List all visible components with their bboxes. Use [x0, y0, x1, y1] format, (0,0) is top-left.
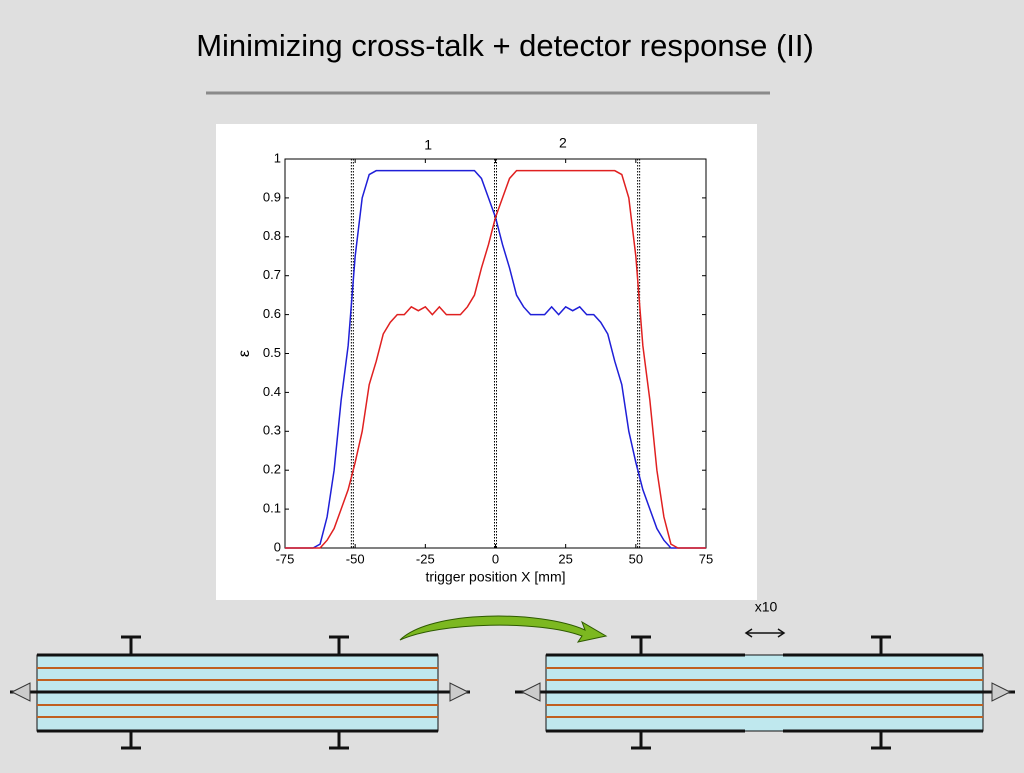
x-axis-label: trigger position X [mm] [425, 569, 565, 585]
detector-right: x10 [515, 599, 1015, 750]
x-tick-label: 25 [558, 551, 572, 566]
y-tick-label: 0.7 [263, 267, 281, 282]
y-axis-label: ε [236, 350, 253, 357]
x-tick-label: 50 [629, 551, 643, 566]
y-tick-label: 1 [274, 150, 281, 165]
y-tick-label: 0 [274, 539, 281, 554]
x-tick-label: -25 [416, 551, 435, 566]
y-tick-label: 0.1 [263, 501, 281, 516]
x-tick-label: -50 [346, 551, 365, 566]
x-tick-label: 75 [699, 551, 713, 566]
detector-left [10, 635, 470, 750]
annotation: 2 [559, 135, 567, 151]
transition-arrow [399, 615, 608, 643]
chart: 0 0.1 0.2 0.3 0.4 0.5 0.6 0.7 0.8 0.9 1 -75 -50 -25 0 2… [236, 135, 713, 585]
y-tick-label: 0.2 [263, 462, 281, 477]
gap-label: x10 [755, 599, 778, 615]
annotation: 1 [424, 137, 432, 153]
y-tick-label: 0.4 [263, 384, 281, 399]
y-tick-label: 0.8 [263, 228, 281, 243]
y-tick-label: 0.9 [263, 189, 281, 204]
y-tick-label: 0.6 [263, 306, 281, 321]
chart-background [216, 124, 757, 600]
slide-title: Minimizing cross-talk + detector respons… [196, 28, 814, 63]
x-tick-label: 0 [492, 551, 499, 566]
y-tick-label: 0.3 [263, 423, 281, 438]
series-line [285, 169, 706, 549]
y-tick-label: 0.5 [263, 345, 281, 360]
x-tick-label: -75 [276, 551, 295, 566]
